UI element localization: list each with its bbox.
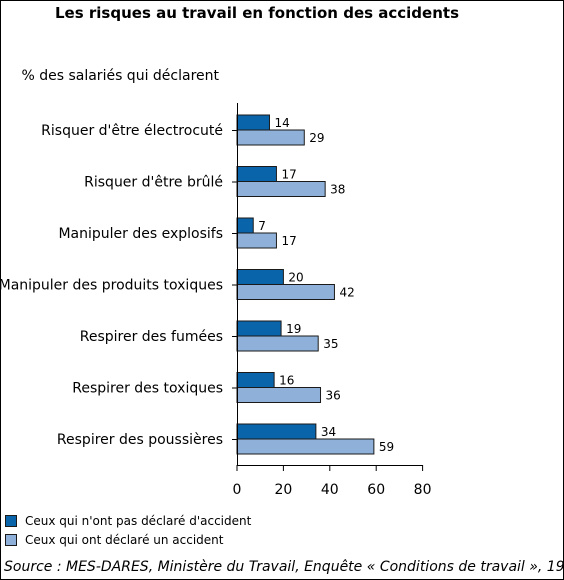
- data-label: 29: [309, 131, 324, 145]
- data-label: 17: [281, 168, 296, 182]
- data-label: 17: [281, 234, 296, 248]
- legend-item-series-2: Ceux qui ont déclaré un accident: [5, 530, 251, 549]
- data-label: 20: [288, 271, 303, 285]
- bar: [236, 114, 270, 131]
- legend-swatch-series-1: [5, 514, 17, 527]
- data-label: 19: [286, 322, 301, 336]
- bar: [236, 387, 322, 403]
- bar: [236, 423, 317, 440]
- legend-label-series-1: Ceux qui n'ont pas déclaré d'accident: [25, 513, 252, 528]
- chart-title: Les risques au travail en fonction des a…: [55, 4, 459, 22]
- data-label: 35: [323, 337, 338, 351]
- category-label: Respirer des fumées: [80, 329, 223, 345]
- bar: [236, 372, 275, 388]
- bar: [236, 284, 335, 300]
- data-label: 34: [321, 425, 336, 439]
- data-label: 16: [279, 374, 294, 388]
- chart-legend: Ceux qui n'ont pas déclaré d'accident Ce…: [5, 511, 251, 549]
- data-label: 42: [339, 286, 354, 300]
- x-tick-label: 0: [233, 482, 242, 498]
- category-label: Manipuler des produits toxiques: [1, 278, 223, 294]
- x-tick-label: 20: [274, 482, 292, 498]
- x-tick-label: 40: [321, 482, 339, 498]
- legend-label-series-2: Ceux qui ont déclaré un accident: [25, 532, 224, 547]
- category-label: Respirer des poussières: [57, 432, 223, 448]
- data-label: 38: [330, 183, 345, 197]
- data-label: 36: [326, 389, 341, 403]
- bar: [236, 335, 319, 352]
- legend-swatch-series-2: [5, 533, 17, 546]
- chart-source: Source : MES-DARES, Ministère du Travail…: [4, 559, 564, 575]
- chart-subtitle: % des salariés qui déclarent: [21, 68, 219, 84]
- bar: [236, 217, 254, 234]
- x-tick-label: 60: [367, 482, 385, 498]
- bar: [236, 320, 282, 337]
- legend-item-series-1: Ceux qui n'ont pas déclaré d'accident: [5, 511, 251, 530]
- category-label: Risquer d'être électrocuté: [41, 123, 223, 139]
- bar: [236, 181, 326, 197]
- category-label: Risquer d'être brûlé: [84, 175, 223, 191]
- bar: [236, 438, 375, 455]
- data-label: 14: [274, 116, 289, 130]
- x-tick-label: 80: [414, 482, 432, 498]
- category-label: Manipuler des explosifs: [58, 226, 223, 242]
- bar: [236, 166, 277, 182]
- category-label: Respirer des toxiques: [72, 381, 223, 397]
- bar: [236, 269, 284, 285]
- bar: [236, 232, 277, 249]
- bar: [236, 129, 305, 146]
- data-label: 7: [258, 219, 266, 233]
- data-label: 59: [379, 440, 394, 454]
